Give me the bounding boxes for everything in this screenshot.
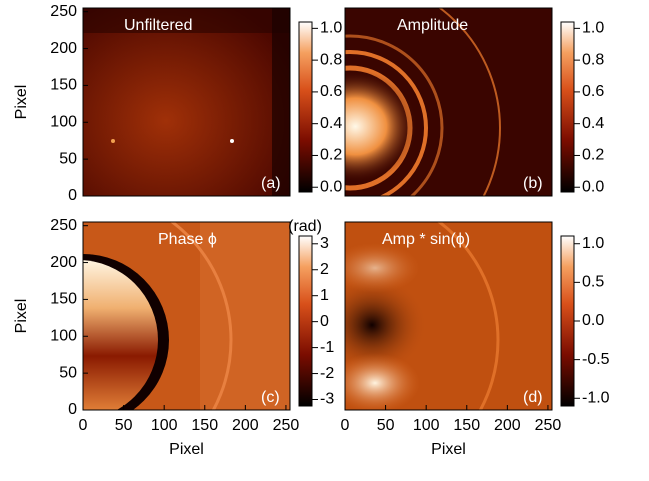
colorbar-tick-label: 0.0 [582, 312, 604, 329]
colorbar-label: (rad) [288, 218, 322, 235]
x-tick-label: 50 [377, 417, 395, 434]
x-tick-label: 200 [232, 417, 259, 434]
x-axis-label: Pixel [169, 441, 204, 458]
y-axis-label: Pixel [13, 299, 30, 334]
colorbar-tick-label: 0.0 [320, 178, 342, 195]
image-a [83, 8, 290, 196]
x-axis-label: Pixel [431, 441, 466, 458]
y-tick-label: 200 [50, 254, 77, 271]
colorbar-tick-label: 0.8 [582, 51, 604, 68]
x-tick-label: 150 [453, 417, 480, 434]
page: {"chart_data":[ {"type":"image","title":… [0, 0, 649, 481]
colorbar-tick-label: 0.2 [582, 147, 604, 164]
y-tick-label: 250 [50, 3, 77, 20]
x-tick-label: 150 [191, 417, 218, 434]
colorbar-tick-label: 1 [320, 287, 329, 304]
figure: Unfiltered(a)050100150200250Pixel0.00.20… [0, 0, 649, 476]
panel-title: Amplitude [397, 17, 468, 34]
x-tick-label: 100 [151, 417, 178, 434]
colorbar [561, 22, 574, 192]
x-tick-label: 100 [413, 417, 440, 434]
colorbar-tick-label: 0.2 [320, 147, 342, 164]
colorbar-tick-label: -3 [320, 391, 334, 408]
y-tick-label: 250 [50, 217, 77, 234]
panel-title: Amp * sin(ϕ) [382, 231, 470, 248]
y-tick-label: 50 [59, 150, 77, 167]
colorbar-tick-label: 1.0 [582, 235, 604, 252]
panel-label: (a) [261, 175, 281, 192]
colorbar-tick-label: 0.6 [582, 83, 604, 100]
y-tick-label: 0 [68, 401, 77, 418]
x-tick-label: 0 [341, 417, 350, 434]
colorbar-tick-label: 0.6 [320, 83, 342, 100]
colorbar-tick-label: 1.0 [320, 20, 342, 37]
colorbar-tick-label: -1 [320, 339, 334, 356]
colorbar-tick-label: 0 [320, 313, 329, 330]
x-tick-label: 50 [115, 417, 133, 434]
colorbar [299, 22, 312, 192]
colorbar-tick-label: 0.0 [582, 178, 604, 195]
colorbar [299, 236, 312, 406]
x-tick-label: 250 [273, 417, 300, 434]
colorbar [561, 236, 574, 406]
colorbar-tick-label: -1.0 [582, 389, 610, 406]
colorbar-tick-label: 0.4 [582, 115, 604, 132]
y-tick-label: 200 [50, 40, 77, 57]
colorbar-tick-label: 2 [320, 261, 329, 278]
colorbar-tick-label: 0.4 [320, 115, 342, 132]
panel-label: (b) [523, 175, 543, 192]
colorbar-tick-label: -2 [320, 365, 334, 382]
y-tick-label: 50 [59, 364, 77, 381]
y-tick-label: 150 [50, 291, 77, 308]
colorbar-tick-label: 0.8 [320, 51, 342, 68]
panel-label: (c) [261, 389, 280, 406]
colorbar-tick-label: 3 [320, 235, 329, 252]
colorbar-tick-label: 0.5 [582, 274, 604, 291]
x-tick-label: 200 [494, 417, 521, 434]
y-axis-label: Pixel [13, 85, 30, 120]
x-tick-label: 0 [79, 417, 88, 434]
panel-title: Unfiltered [124, 17, 192, 34]
panel-title: Phase ϕ [158, 231, 217, 248]
y-tick-label: 0 [68, 187, 77, 204]
colorbar-tick-label: 1.0 [582, 20, 604, 37]
colorbar-tick-label: -0.5 [582, 351, 610, 368]
x-tick-label: 250 [535, 417, 562, 434]
panel-label: (d) [523, 389, 543, 406]
y-tick-label: 100 [50, 327, 77, 344]
y-tick-label: 150 [50, 77, 77, 94]
y-tick-label: 100 [50, 113, 77, 130]
